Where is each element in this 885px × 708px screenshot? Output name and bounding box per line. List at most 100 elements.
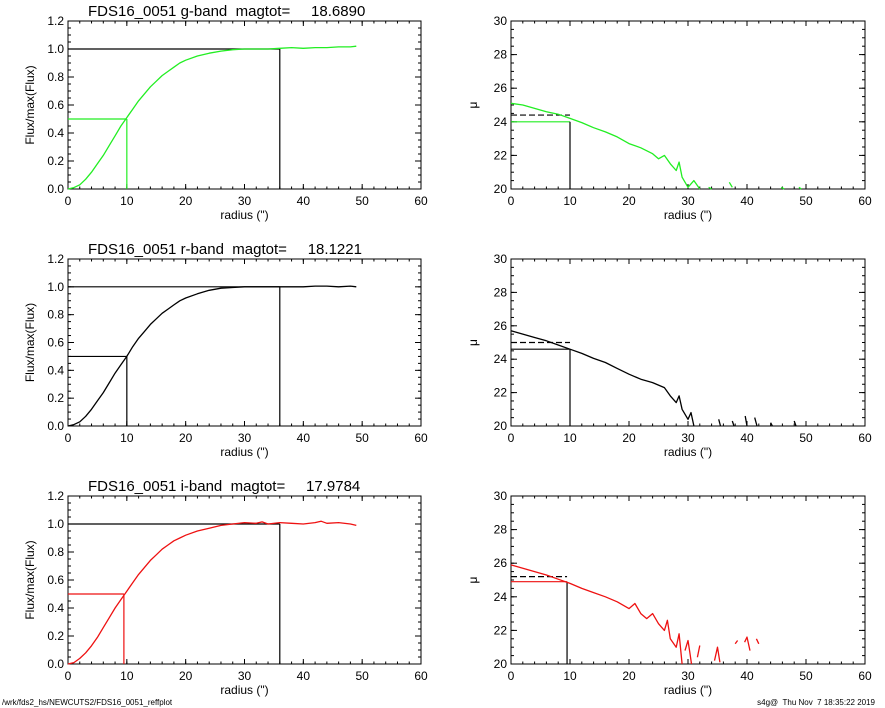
panel5-x-tick-label: 0 [65,669,72,683]
panel3-x-tick-label: 0 [65,431,72,445]
panel3-x-tick-label: 50 [355,431,369,445]
panel1-y-tick-label: 0.4 [47,126,64,140]
panel2-data-line-2 [708,186,712,190]
panel2-y-tick-label: 24 [494,115,508,129]
panel1-chart-title: FDS16_0051 g-band magtot= 18.6890 [88,3,365,20]
panel2-plot-frame [510,20,866,190]
panel3-x-tick-label: 10 [120,431,134,445]
panel6-data-line-3 [696,645,701,658]
panel6-data-line-2 [684,639,693,665]
panel1-y-axis-label: Flux/max(Flux) [23,65,37,144]
panel2-x-tick-label: 50 [799,194,813,208]
panel2-y-tick-label: 26 [494,81,508,95]
panel5-y-tick-label: 0.0 [47,657,64,671]
panel4-y-tick-label: 30 [494,252,508,266]
panel1-y-tick-label: 1.2 [47,14,64,28]
panel4-data-line-6 [770,422,773,427]
panel5-y-tick-label: 0.2 [47,629,64,643]
panel6-y-tick-label: 30 [494,489,508,503]
panel6-data-line-4 [713,646,721,663]
panel5-y-tick-label: 0.8 [47,545,64,559]
panel6-x-tick-label: 50 [799,669,813,683]
panel6-y-tick-label: 26 [494,556,508,570]
panel1-x-tick-label: 20 [179,194,193,208]
panel4-x-tick-label: 20 [622,431,636,445]
panel3-x-tick-label: 60 [414,431,428,445]
panel6-plot-frame [510,495,866,665]
panel2-data-line-5 [798,186,802,190]
panel6-x-tick-label: 60 [858,669,872,683]
panel5-data-line-1 [67,520,357,665]
panel5-y-tick-label: 0.4 [47,601,64,615]
panel2-y-tick-label: 28 [494,48,508,62]
panel1-x-tick-label: 0 [65,194,72,208]
panel6-y-tick-label: 28 [494,523,508,537]
footer-path: /wrk/fds2_hs/NEWCUTS2/FDS16_0051_reffplo… [2,698,173,707]
panel6-y-tick-label: 20 [494,657,508,671]
panel4-data-line-2 [718,419,722,427]
panel1-plot-frame [67,20,422,190]
panel4-y-tick-label: 20 [494,419,508,433]
panel5-chart-title: FDS16_0051 i-band magtot= 17.9784 [88,478,360,495]
panel1-x-tick-label: 30 [238,194,252,208]
panel1-y-tick-label: 0.8 [47,70,64,84]
panel4-x-tick-label: 50 [799,431,813,445]
panel6-x-axis-label: radius (") [664,683,712,697]
panel1-x-tick-label: 50 [355,194,369,208]
panel6-x-tick-label: 30 [681,669,695,683]
panel3-plot-frame [67,258,422,427]
panel3-y-tick-label: 0.4 [47,363,64,377]
panel6-x-tick-label: 40 [740,669,754,683]
panel6-y-axis-label: μ [466,576,480,583]
panel3-x-tick-label: 40 [297,431,311,445]
panel3-y-axis-label: Flux/max(Flux) [23,303,37,382]
panel2-data-line-1 [510,102,701,190]
panel1-x-axis-label: radius (") [220,208,268,222]
panel4-plot-frame [510,258,866,427]
panel5-y-tick-label: 0.6 [47,573,64,587]
panel1-y-tick-label: 0.6 [47,98,64,112]
panel4-x-tick-label: 10 [563,431,577,445]
panel2-x-tick-label: 20 [622,194,636,208]
panel6-data-line-1 [510,564,683,665]
panel4-y-tick-label: 22 [494,386,508,400]
panel6-data-line-5 [734,640,739,645]
panel5-x-tick-label: 30 [238,669,252,683]
panel4-x-tick-label: 0 [508,431,515,445]
panel2-y-axis-label: μ [466,101,480,108]
panel6-data-line-7 [755,638,760,645]
panel2-data-line-3 [728,181,733,188]
panel4-data-line-4 [744,415,748,427]
panel5-y-axis-label: Flux/max(Flux) [23,540,37,619]
panel3-x-axis-label: radius (") [220,445,268,459]
panel5-x-tick-label: 20 [179,669,193,683]
panel2-y-tick-label: 30 [494,14,508,28]
panel1-x-tick-label: 10 [120,194,134,208]
panel2-x-axis-label: radius (") [664,208,712,222]
panel3-y-tick-label: 1.0 [47,280,64,294]
panel4-y-tick-label: 26 [494,319,508,333]
panel1-data-line-1 [67,45,357,190]
panel5-x-tick-label: 10 [120,669,134,683]
panel4-x-axis-label: radius (") [664,445,712,459]
panel5-y-tick-label: 1.2 [47,489,64,503]
panel1-y-tick-label: 0.2 [47,154,64,168]
panel3-y-tick-label: 0.0 [47,419,64,433]
panel5-x-axis-label: radius (") [220,683,268,697]
panel5-x-tick-label: 60 [414,669,428,683]
panel1-x-tick-label: 60 [414,194,428,208]
panel2-x-tick-label: 10 [563,194,577,208]
panel3-y-tick-label: 1.2 [47,252,64,266]
panel6-x-tick-label: 0 [508,669,515,683]
panel4-data-line-1 [510,330,695,427]
panel6-y-tick-label: 22 [494,623,508,637]
panel3-chart-title: FDS16_0051 r-band magtot= 18.1221 [88,241,362,258]
panel1-x-tick-label: 40 [297,194,311,208]
panel4-data-line-7 [793,420,797,427]
panel5-x-tick-label: 50 [355,669,369,683]
panel4-y-tick-label: 28 [494,285,508,299]
panel6-x-tick-label: 10 [563,669,577,683]
panel2-x-tick-label: 60 [858,194,872,208]
panel2-data-line-4 [780,186,785,190]
panel1-y-tick-label: 0.0 [47,182,64,196]
